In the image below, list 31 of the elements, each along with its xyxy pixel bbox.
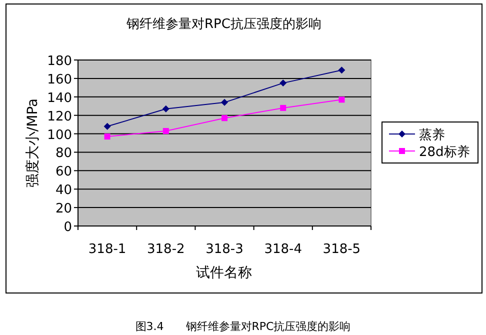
y-tick-label: 20 — [55, 202, 72, 217]
y-tick-label: 40 — [55, 183, 72, 198]
x-tick-label: 318-4 — [264, 242, 302, 257]
legend-label: 28d标养 — [419, 144, 470, 160]
point — [162, 105, 170, 112]
point — [280, 104, 286, 111]
point — [222, 115, 228, 122]
y-tick-label: 120 — [47, 109, 72, 124]
y-tick-label: 0 — [64, 220, 72, 235]
y-tick-label: 140 — [47, 90, 72, 106]
point — [162, 128, 169, 134]
point — [221, 98, 228, 106]
y-tick-label: 100 — [47, 128, 72, 143]
x-tick-label: 318-1 — [88, 242, 126, 257]
legend-label: 蒸养 — [419, 127, 445, 143]
y-tick-label: 160 — [47, 72, 72, 88]
x-tick-label: 318-2 — [147, 242, 185, 257]
point — [104, 134, 110, 140]
x-tick-label: 318-3 — [206, 242, 244, 257]
x-axis-title: 试件名称 — [196, 265, 252, 281]
x-tick-label: 318-5 — [322, 242, 361, 257]
y-axis-title: 强度大小/MPa — [25, 98, 41, 188]
caption: 图3.4 钢纤维参量对RPC抗压强度的影响 — [135, 320, 351, 333]
point — [338, 66, 346, 74]
chart-title: 钢纤维参量对RPC抗压强度的影响 — [126, 16, 322, 32]
y-tick-label: 60 — [55, 164, 72, 180]
y-tick-label: 80 — [55, 146, 72, 162]
point — [280, 80, 287, 87]
point — [104, 122, 111, 130]
y-tick-label: 180 — [47, 54, 72, 69]
point — [338, 96, 345, 103]
